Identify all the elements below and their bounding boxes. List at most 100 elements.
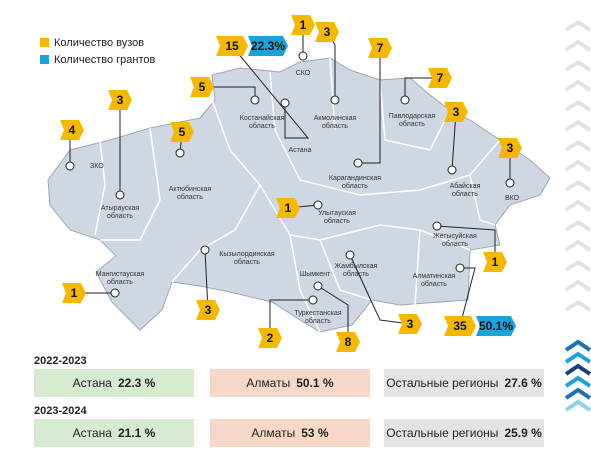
label-line: область [342,182,368,190]
badge: 1 [483,252,507,272]
badge-value: 3 [117,93,124,107]
region-label: Карагандинская область [329,175,381,190]
region-label: ВКО [505,195,520,202]
badge: 1 [276,198,300,218]
badge-value: 4 [69,123,76,137]
label-line: область [421,280,447,288]
badge-shape [190,77,214,97]
badge-value: 7 [437,71,444,85]
label-line: Жамбылская [335,262,378,270]
badge: 8 [336,332,360,352]
region-marker [308,295,318,305]
badge: 3 [498,138,522,158]
badge-value: 3 [407,317,414,331]
badge-shape [444,102,468,122]
decoration [564,19,591,412]
region-marker [313,281,323,291]
badge: 5 [190,77,214,97]
label-line: Кызылординская [219,251,275,258]
region-marker [455,263,465,273]
label-line: Мангистауская [96,271,145,278]
label-line: область [322,122,348,130]
badge-value: 3 [453,105,460,119]
label-line: область [452,190,478,198]
cell-name: Остальные регионы [386,376,499,390]
badge-shape [216,36,248,56]
share-cell: Остальные регионы 27.6 % [384,369,544,397]
label-line: Павлодарская [389,113,436,120]
cell-name: Астана [72,426,112,440]
connector [436,225,496,262]
connector [317,285,349,342]
legend-swatch [40,38,49,47]
badge-shape [315,22,339,42]
cell-value: 53 % [301,426,329,440]
region-marker [65,161,75,171]
badge-shape [248,36,288,56]
label-line: Жетысуйская [433,232,477,240]
region-marker [298,51,308,61]
label-line: Абайская [450,182,481,190]
badge: 3 [108,90,132,110]
cell-value: 22.3 % [117,376,156,390]
region-marker [115,190,125,200]
connector [269,299,313,338]
label-line: область [107,278,133,286]
badge: 1 [291,15,315,35]
connector [349,254,411,325]
legend-swatch [40,55,49,64]
region-label: Акмолинская область [314,115,357,130]
badge-shape [368,38,392,58]
legend-label: Количество вузов [54,37,144,49]
region-label: Астана [289,147,312,154]
connector [358,48,381,164]
badge-shape [60,120,84,140]
label-line: область [249,122,275,130]
label-line: ЗКО [90,163,104,170]
legend: Количество вузов Количество грантов [40,37,155,66]
region-marker [345,250,355,260]
badge-value: 1 [285,201,292,215]
region-marker [175,148,185,158]
region-marker [505,178,515,188]
share-cell: Астана 22.3 % [34,369,194,397]
badge: 4 [60,120,84,140]
badge: 15 [216,36,248,56]
region-marker [280,98,290,108]
badge-value: 50.1% [479,319,513,333]
badge-value: 22.3% [251,39,285,53]
connector [404,77,440,100]
region-label: Актюбинская область [169,185,212,201]
badge-value: 5 [199,80,206,94]
cell-value: 27.6 % [504,376,542,390]
badge: 3 [398,314,422,334]
region-label: Костанайская область [240,114,285,130]
badge-value: 1 [300,18,307,32]
share-cell: Остальные регионы 25.9 % [384,419,544,447]
label-line: Карагандинская [329,175,381,182]
share-cell: Астана 21.1 % [34,419,194,447]
region-label: Абайская область [450,182,481,198]
label-line: Улытауская [318,210,356,217]
connector [459,267,476,327]
badge-shape [108,90,132,110]
badge-value: 8 [345,335,352,349]
label-line: СКО [296,70,311,77]
region-label: Жамбылская область [335,262,378,278]
region-marker [330,95,340,105]
label-line: Алматинская [413,273,456,280]
badge: 1 [62,283,86,303]
region-marker [313,200,323,210]
badge: 7 [368,38,392,58]
badge: 22.3% [248,36,288,56]
label-line: область [324,217,350,225]
badge: 3 [196,300,220,320]
cell-name: Астана [72,376,112,390]
badge-value: 2 [267,331,274,345]
badge: 2 [258,328,282,348]
region-marker [200,245,210,255]
cell-name: Алматы [251,426,296,440]
badge: 35 [444,316,476,336]
